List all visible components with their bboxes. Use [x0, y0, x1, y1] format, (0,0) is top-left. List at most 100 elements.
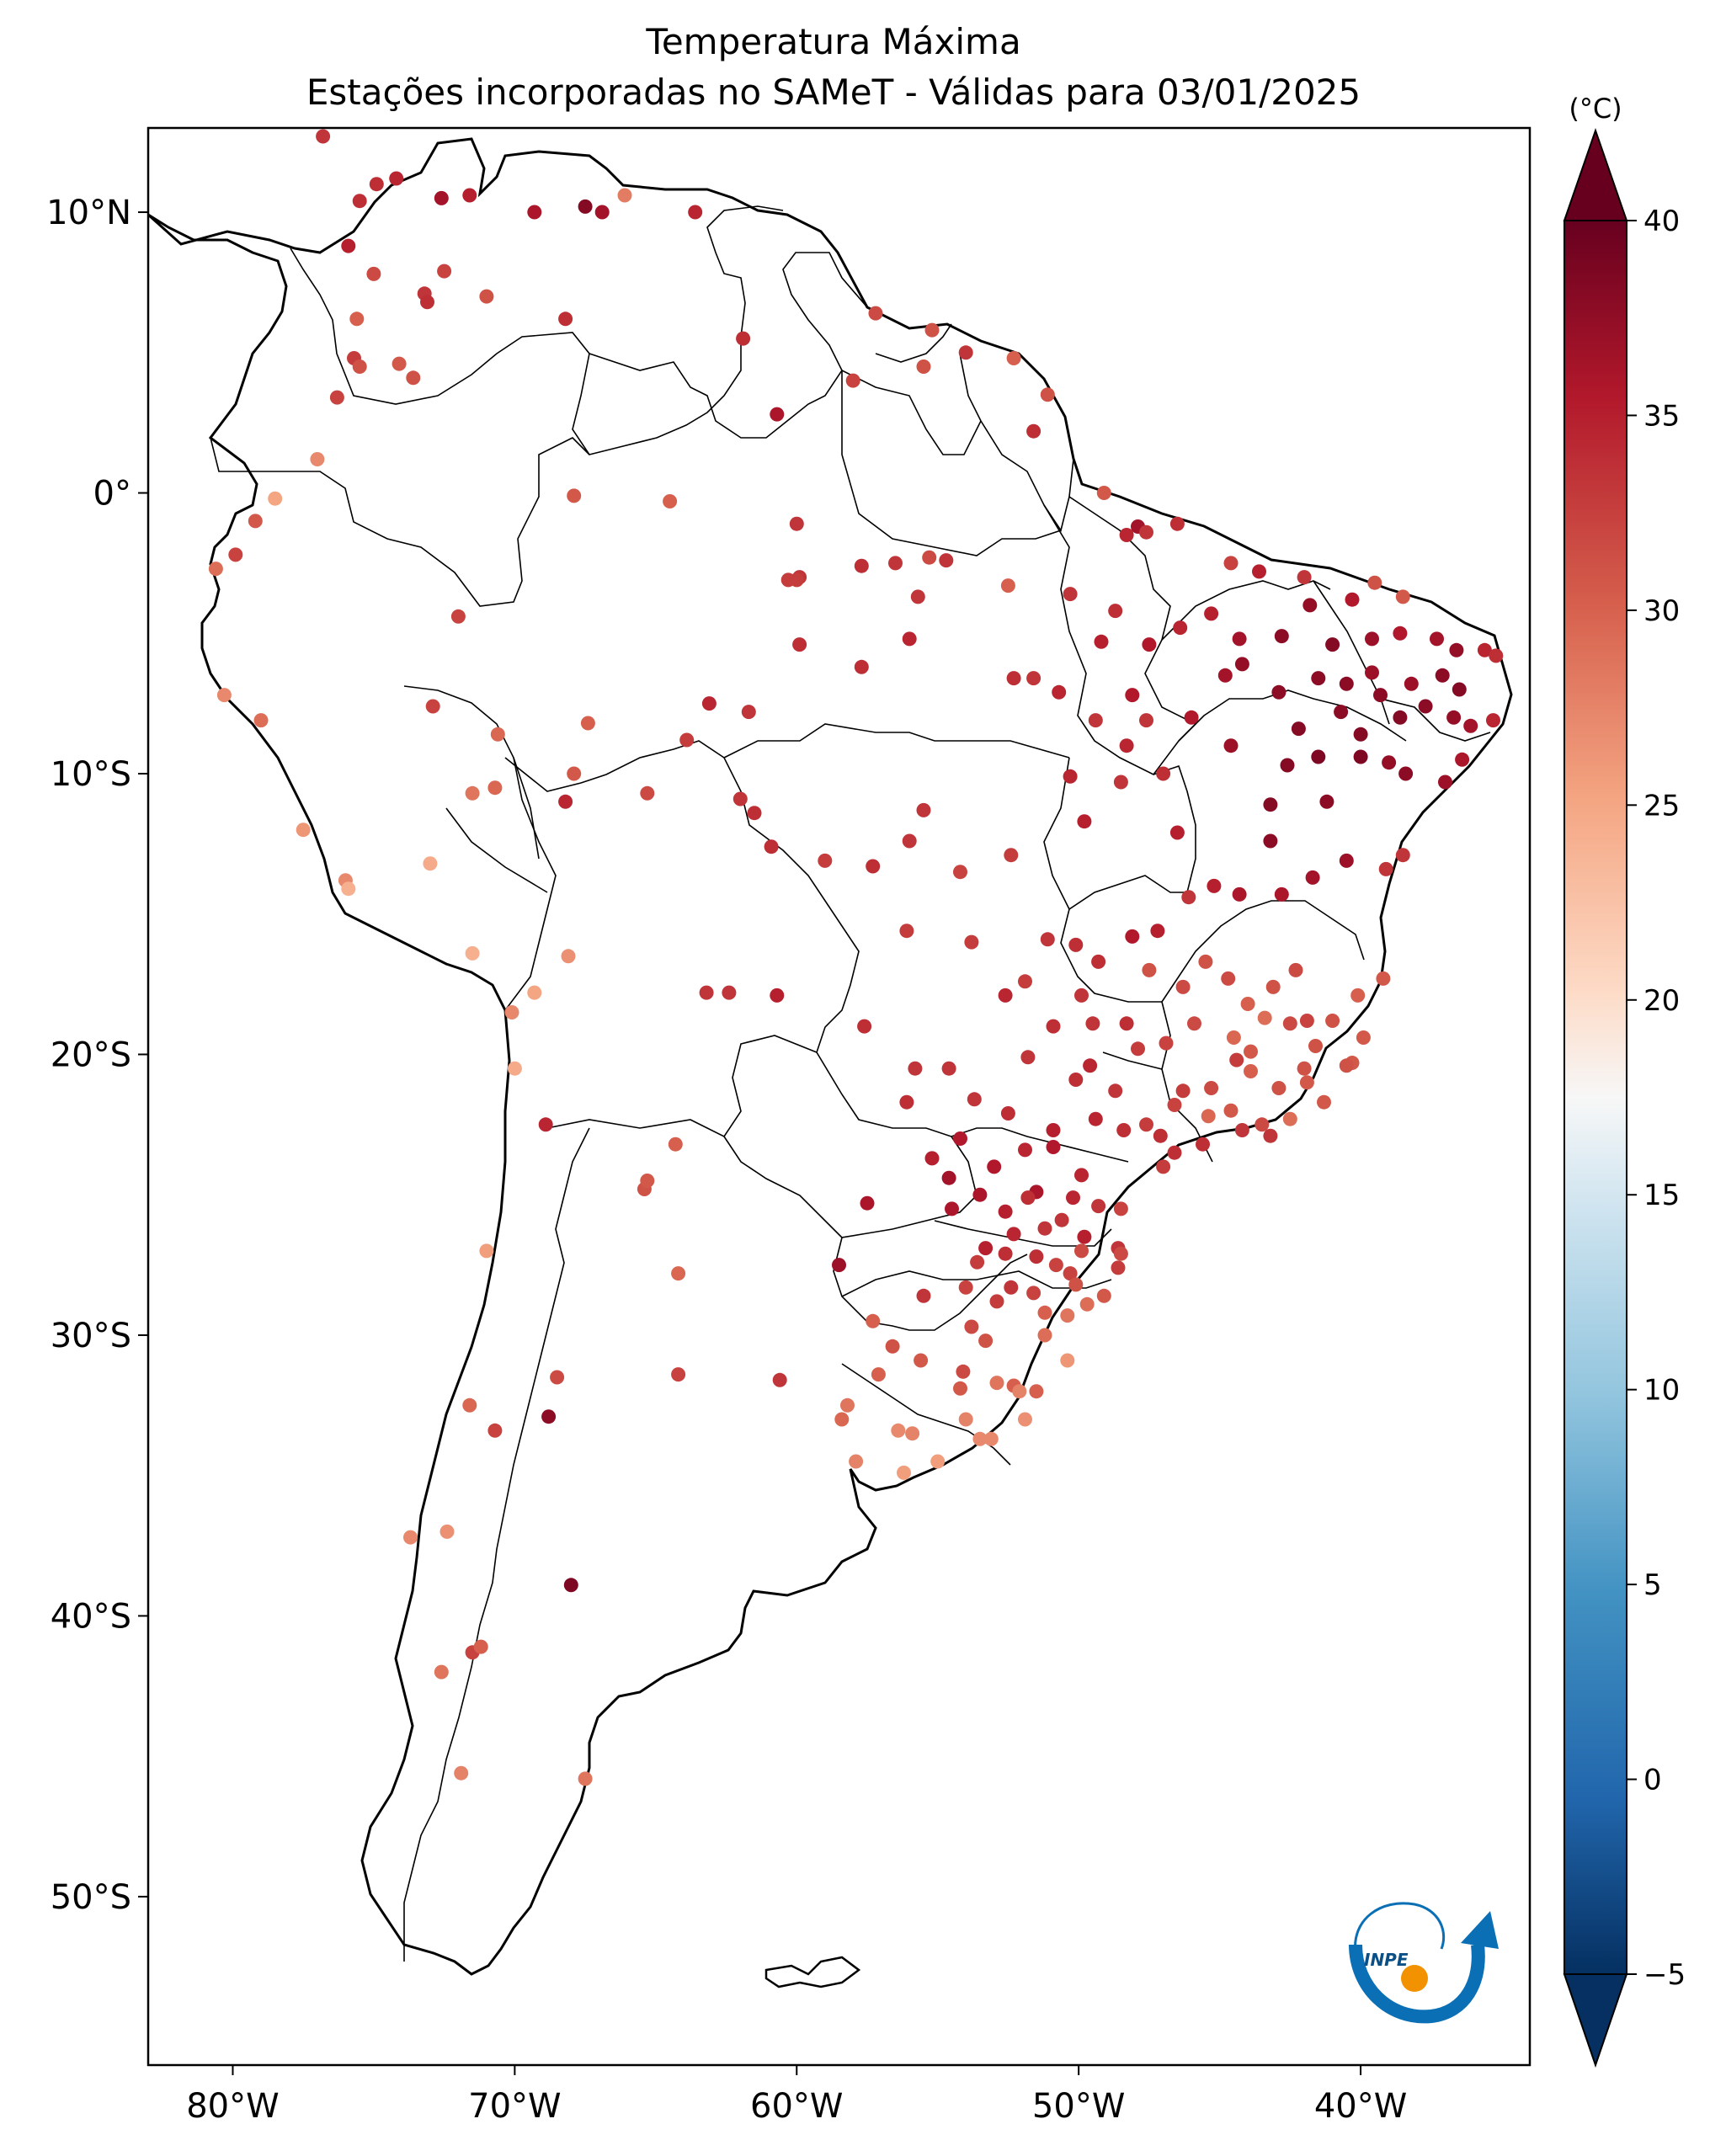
station-marker — [866, 1313, 881, 1328]
station-marker — [527, 985, 542, 1000]
station-marker — [1037, 1328, 1052, 1343]
station-marker — [1029, 1384, 1044, 1399]
station-marker — [1299, 1075, 1314, 1090]
station-marker — [1046, 1123, 1061, 1137]
station-marker — [958, 1412, 973, 1427]
station-marker — [834, 1412, 850, 1427]
station-marker — [1274, 629, 1289, 644]
station-marker — [228, 547, 243, 562]
station-marker — [671, 1266, 686, 1281]
station-marker — [958, 1280, 973, 1295]
lat-tick-label: 0° — [93, 475, 131, 514]
latitude-axis: 10°N 0° 10°S 20°S 30°S 40°S 50°S — [46, 194, 148, 1917]
station-marker — [1004, 848, 1019, 863]
station-marker — [423, 856, 438, 871]
station-marker — [1297, 1061, 1312, 1076]
station-marker — [1489, 648, 1504, 663]
station-marker — [916, 359, 931, 374]
station-marker — [818, 853, 833, 868]
lat-tick-label: 10°S — [51, 755, 131, 794]
station-marker — [316, 129, 331, 144]
station-marker — [1339, 676, 1354, 691]
station-marker — [1142, 962, 1157, 977]
station-marker — [437, 264, 452, 279]
station-marker — [1263, 797, 1278, 812]
station-marker — [1116, 1123, 1132, 1137]
station-marker — [1175, 1083, 1191, 1099]
station-marker — [953, 1131, 967, 1146]
station-marker — [1068, 937, 1084, 952]
station-marker — [1280, 758, 1295, 773]
station-marker — [425, 699, 440, 714]
station-marker — [1271, 684, 1286, 700]
station-marker — [1108, 604, 1123, 619]
station-marker — [998, 988, 1013, 1003]
colorbar: (°C) 40 35 30 25 20 15 10 5 0 −5 — [1563, 93, 1686, 2068]
station-marker — [1153, 1128, 1168, 1143]
station-marker — [640, 785, 655, 801]
station-marker — [1181, 890, 1196, 905]
station-marker — [1308, 1039, 1323, 1053]
station-marker — [885, 1339, 900, 1354]
station-marker — [594, 205, 610, 220]
colorbar-tick-label: 40 — [1643, 205, 1680, 238]
station-marker — [1305, 870, 1320, 885]
station-marker — [479, 1243, 494, 1259]
station-marker — [671, 1367, 686, 1382]
station-marker — [1317, 1094, 1331, 1110]
station-marker — [296, 822, 311, 838]
station-marker — [998, 1246, 1013, 1261]
station-marker — [1175, 979, 1191, 994]
station-marker — [538, 1117, 553, 1132]
station-marker — [1455, 752, 1470, 767]
station-marker — [972, 1187, 988, 1202]
station-marker — [434, 1664, 449, 1680]
station-marker — [1094, 634, 1109, 649]
colorbar-tick-label: 5 — [1643, 1568, 1662, 1602]
station-marker — [1046, 1140, 1061, 1154]
station-marker — [789, 572, 804, 588]
station-marker — [1018, 974, 1032, 989]
station-marker — [987, 1159, 1002, 1174]
station-marker — [1184, 710, 1199, 725]
station-marker — [1088, 1111, 1103, 1126]
station-marker — [1325, 1014, 1340, 1028]
station-marker — [341, 238, 356, 253]
map-plot-area — [148, 128, 1530, 2065]
station-marker — [1063, 1266, 1078, 1281]
station-marker — [1173, 620, 1188, 636]
colorbar-tick-label: 0 — [1643, 1764, 1662, 1797]
station-markers — [208, 129, 1504, 1786]
station-marker — [1376, 971, 1391, 986]
station-marker — [840, 1397, 855, 1413]
station-marker — [1113, 1201, 1128, 1216]
station-marker — [1096, 1288, 1111, 1303]
colorbar-tick-label: −5 — [1643, 1958, 1686, 1992]
colorbar-tick-label: 10 — [1643, 1374, 1680, 1408]
station-marker — [688, 205, 703, 220]
station-marker — [1232, 886, 1247, 902]
station-marker — [1037, 1305, 1052, 1320]
station-marker — [248, 514, 263, 529]
station-marker — [1169, 825, 1185, 840]
station-marker — [1074, 1168, 1089, 1183]
station-marker — [1311, 749, 1326, 764]
station-marker — [922, 550, 937, 565]
station-marker — [341, 881, 356, 897]
station-marker — [1291, 721, 1306, 737]
station-marker — [1006, 351, 1021, 365]
station-marker — [462, 1397, 477, 1413]
station-marker — [1108, 1083, 1123, 1099]
coastline — [148, 137, 1513, 1976]
station-marker — [1142, 637, 1157, 652]
station-marker — [1068, 1073, 1084, 1087]
station-marker — [1004, 1280, 1019, 1295]
station-marker — [1125, 929, 1140, 944]
station-marker — [941, 1061, 956, 1076]
station-marker — [1131, 1041, 1145, 1057]
station-marker — [945, 1201, 959, 1216]
station-marker — [1221, 971, 1236, 986]
lat-tick-label: 50°S — [51, 1878, 131, 1917]
station-marker — [439, 1524, 455, 1539]
station-marker — [899, 1094, 914, 1110]
